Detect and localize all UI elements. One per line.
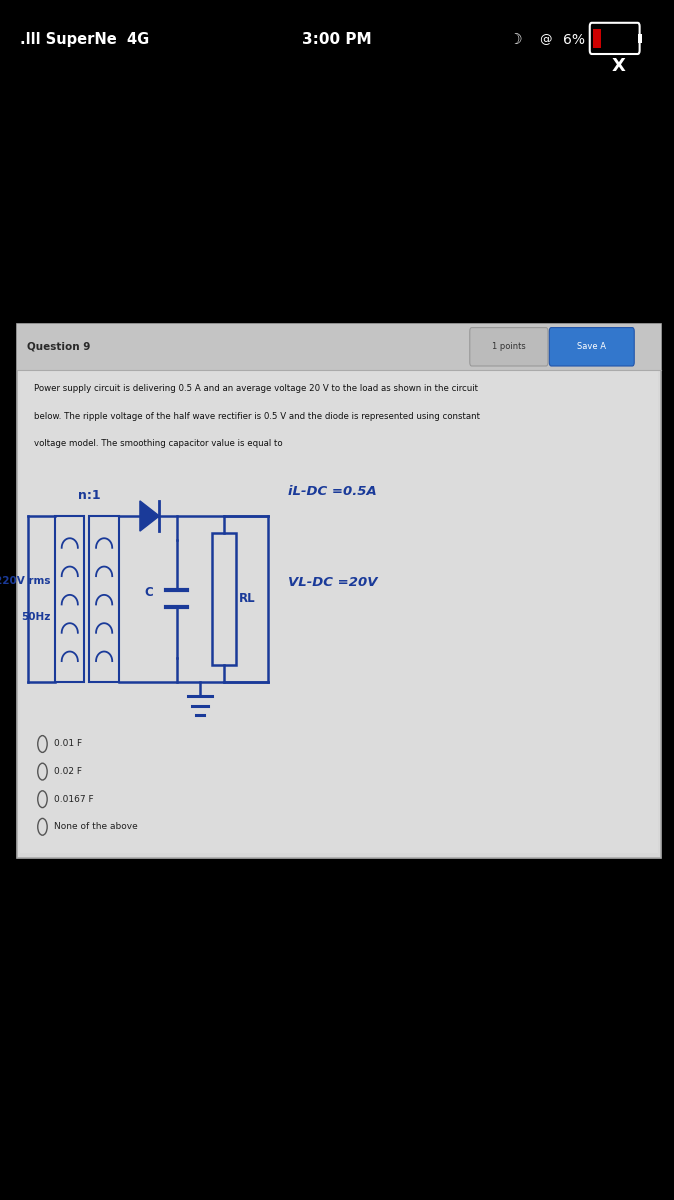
Bar <box>17 324 661 370</box>
FancyBboxPatch shape <box>17 324 661 858</box>
Text: 3:00 PM: 3:00 PM <box>302 32 372 47</box>
Text: 50Hz: 50Hz <box>21 612 51 622</box>
Bar <box>89 516 119 682</box>
Bar <box>55 516 84 682</box>
Text: C: C <box>144 587 153 599</box>
Text: VL-DC =20V: VL-DC =20V <box>288 576 377 588</box>
Bar <box>593 29 601 48</box>
FancyBboxPatch shape <box>549 328 634 366</box>
Text: RL: RL <box>239 593 255 605</box>
Bar <box>638 34 642 43</box>
Text: @: @ <box>539 34 552 46</box>
Bar <box>212 533 236 665</box>
Text: None of the above: None of the above <box>54 822 137 832</box>
FancyBboxPatch shape <box>20 329 658 853</box>
FancyBboxPatch shape <box>470 328 548 366</box>
Text: 220V rms: 220V rms <box>0 576 51 586</box>
Polygon shape <box>140 500 159 532</box>
Text: below. The ripple voltage of the half wave rectifier is 0.5 V and the diode is r: below. The ripple voltage of the half wa… <box>34 412 480 421</box>
Text: 6%: 6% <box>563 32 586 47</box>
Text: Power supply circuit is delivering 0.5 A and an average voltage 20 V to the load: Power supply circuit is delivering 0.5 A… <box>34 384 478 394</box>
Text: .lll SuperNe  4G: .lll SuperNe 4G <box>20 32 150 47</box>
Text: 0.01 F: 0.01 F <box>54 739 82 749</box>
Text: Save A: Save A <box>577 342 607 352</box>
Text: iL-DC =0.5A: iL-DC =0.5A <box>288 485 377 498</box>
Text: voltage model. The smoothing capacitor value is equal to: voltage model. The smoothing capacitor v… <box>34 439 282 449</box>
Text: 1 points: 1 points <box>492 342 526 352</box>
Text: 0.0167 F: 0.0167 F <box>54 794 94 804</box>
Text: ☽: ☽ <box>509 32 522 47</box>
Text: X: X <box>612 56 625 74</box>
Text: 0.02 F: 0.02 F <box>54 767 82 776</box>
Text: Question 9: Question 9 <box>27 342 90 352</box>
Text: n:1: n:1 <box>78 488 100 502</box>
